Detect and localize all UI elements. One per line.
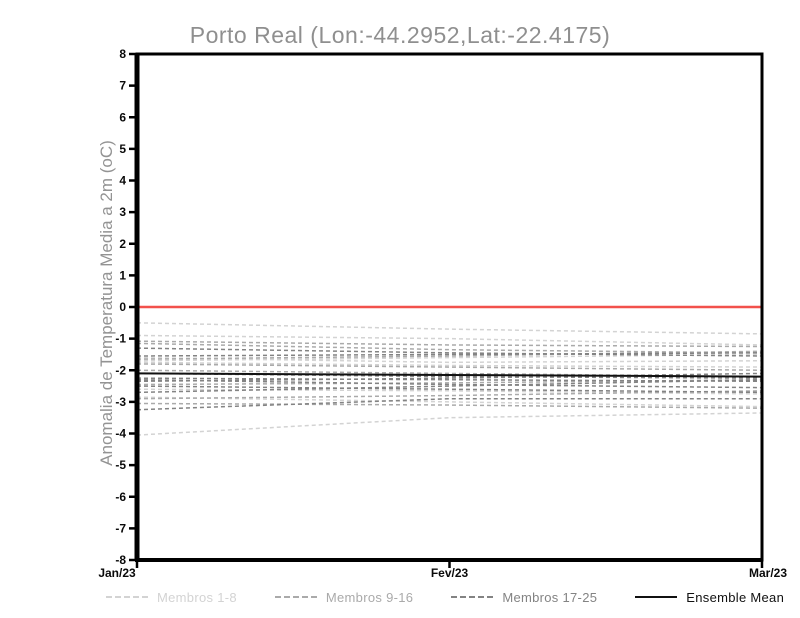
legend-item-ensemble-mean: Ensemble Mean bbox=[635, 590, 784, 605]
y-tick-label: 6 bbox=[119, 110, 126, 124]
y-tick-label: 3 bbox=[119, 205, 126, 219]
dashed-line-sample-icon bbox=[451, 596, 494, 598]
ensemble-member-line bbox=[136, 396, 763, 408]
legend-item-membros-17-25: Membros 17-25 bbox=[451, 590, 597, 605]
ensemble-member-line bbox=[136, 377, 763, 383]
ensemble-member-line bbox=[136, 352, 763, 357]
ensemble-member-line bbox=[136, 390, 763, 400]
dashed-line-sample-icon bbox=[106, 596, 148, 598]
x-tick-label: Fev/23 bbox=[431, 566, 469, 580]
ensemble-member-line bbox=[136, 363, 763, 371]
y-tick-label: -2 bbox=[115, 363, 126, 377]
y-tick-label: -4 bbox=[115, 427, 126, 441]
y-tick-label: -8 bbox=[115, 553, 126, 567]
ensemble-member-line bbox=[136, 340, 763, 348]
legend-label: Membros 17-25 bbox=[502, 589, 598, 605]
ensemble-member-line bbox=[136, 378, 763, 389]
ensemble-member-line bbox=[136, 342, 763, 354]
dashed-line-sample-icon bbox=[274, 596, 317, 598]
legend-label: Ensemble Mean bbox=[686, 589, 785, 605]
ensemble-member-line bbox=[136, 402, 763, 409]
ensemble-member-line bbox=[136, 347, 763, 357]
ensemble-member-line bbox=[136, 385, 763, 394]
y-tick-label: 7 bbox=[119, 79, 126, 93]
y-tick-label: 2 bbox=[119, 237, 126, 251]
ensemble-member-line bbox=[136, 361, 763, 368]
y-tick-label: 4 bbox=[119, 174, 126, 188]
y-tick-label: -6 bbox=[115, 490, 126, 504]
ensemble-member-line bbox=[136, 372, 763, 383]
legend: Membros 1-8 Membros 9-16 Membros 17-25 E… bbox=[0, 584, 800, 610]
y-tick-label: 5 bbox=[119, 142, 126, 156]
chart-title: Porto Real (Lon:-44.2952,Lat:-22.4175) bbox=[189, 22, 611, 48]
ensemble-member-line bbox=[136, 412, 763, 436]
legend-item-membros-9-16: Membros 9-16 bbox=[274, 589, 414, 605]
y-tick-label: -3 bbox=[115, 395, 126, 409]
y-tick-label: 1 bbox=[119, 268, 126, 282]
ensemble-member-line bbox=[136, 397, 762, 411]
y-tick-label: -7 bbox=[115, 521, 126, 535]
ensemble-member-line bbox=[136, 372, 763, 379]
ensemble-member-line bbox=[136, 378, 763, 394]
solid-line-sample-icon bbox=[635, 596, 678, 598]
ensemble-mean-line bbox=[136, 372, 763, 378]
x-tick-label: Mar/23 bbox=[749, 566, 787, 580]
y-tick-label: -5 bbox=[115, 458, 126, 472]
legend-label: Membros 9-16 bbox=[325, 589, 414, 605]
legend-item-membros-1-8: Membros 1-8 bbox=[106, 590, 237, 605]
ensemble-member-line bbox=[136, 334, 763, 346]
y-tick-label: 8 bbox=[119, 47, 126, 61]
legend-label: Membros 1-8 bbox=[157, 589, 237, 605]
y-tick-label: -1 bbox=[115, 332, 126, 346]
ensemble-member-line bbox=[136, 322, 763, 335]
ensemble-member-line bbox=[136, 356, 763, 364]
x-tick-label: Jan/23 bbox=[98, 566, 136, 580]
y-tick-label: 0 bbox=[119, 300, 126, 314]
